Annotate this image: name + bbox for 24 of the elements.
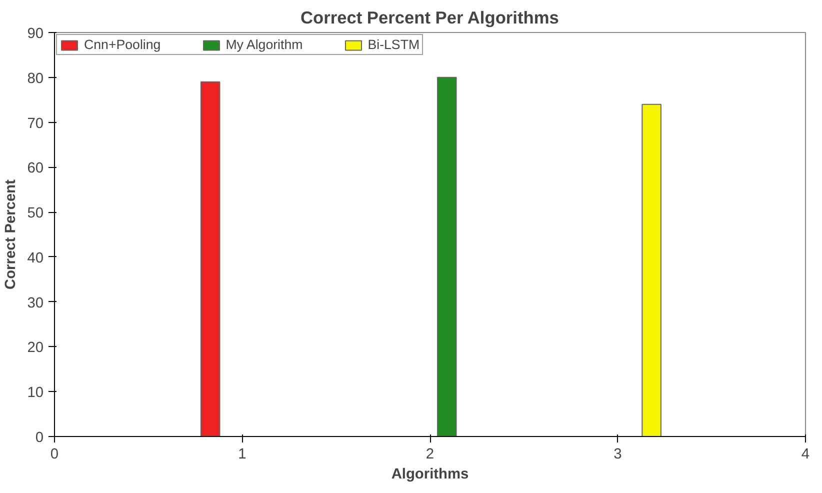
y-tick-label: 30	[27, 295, 44, 312]
y-tick-label: 50	[27, 206, 44, 222]
x-tick-label: 3	[614, 446, 622, 462]
x-tick-label: 2	[426, 446, 434, 462]
legend-label: My Algorithm	[226, 37, 303, 52]
bar	[200, 81, 220, 436]
y-tick-label: 70	[27, 116, 44, 132]
x-axis-title: Algorithms	[391, 466, 469, 482]
y-tick-label: 20	[27, 340, 44, 356]
y-tick-label: 10	[27, 385, 44, 402]
y-tick-label: 90	[27, 26, 44, 42]
y-tick-label: 60	[27, 160, 44, 177]
y-tick-label: 80	[27, 70, 44, 87]
y-tick-label: 0	[35, 430, 44, 446]
y-tick-label: 40	[27, 250, 44, 266]
legend-label: Cnn+Pooling	[84, 37, 161, 52]
y-axis-title: Correct Percent	[3, 179, 20, 290]
x-tick-label: 0	[50, 446, 59, 462]
bar	[642, 104, 662, 436]
chart-title: Correct Percent Per Algorithms	[300, 8, 559, 28]
bar	[437, 76, 457, 436]
x-tick-label: 4	[801, 446, 810, 462]
x-tick-label: 1	[238, 446, 246, 462]
legend-label: Bi-LSTM	[368, 37, 420, 52]
